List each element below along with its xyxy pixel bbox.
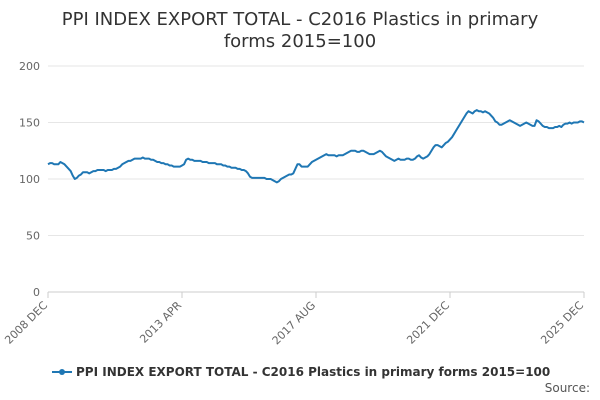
source-label: Source:: [545, 381, 590, 395]
y-gridlines: [48, 65, 584, 236]
y-tick-label-50: 50: [26, 230, 40, 243]
series-group[interactable]: [47, 109, 585, 184]
x-tick-label-1: 2013 APR: [137, 299, 184, 346]
x-tick-label-3: 2021 DEC: [404, 299, 452, 347]
legend-swatch-marker: [59, 369, 65, 375]
x-tick-label-2: 2017 AUG: [270, 299, 319, 348]
chart-title-line-2: forms 2015=100: [224, 31, 376, 52]
x-tick-label-0: 2008 DEC: [2, 299, 50, 347]
y-tick-label-200: 200: [19, 60, 40, 73]
y-axis: 0 50 100 150 200: [19, 60, 40, 299]
x-tick-label-4: 2025 DEC: [538, 299, 586, 347]
y-tick-label-100: 100: [19, 173, 40, 186]
chart-title-line-1: PPI INDEX EXPORT TOTAL - C2016 Plastics …: [62, 9, 539, 30]
chart-title: PPI INDEX EXPORT TOTAL - C2016 Plastics …: [62, 9, 539, 52]
x-axis: 2008 DEC 2013 APR 2017 AUG 2021 DEC 2025 DEC: [2, 291, 586, 348]
y-tick-label-150: 150: [19, 117, 40, 130]
y-tick-label-0: 0: [33, 286, 40, 299]
legend[interactable]: PPI INDEX EXPORT TOTAL - C2016 Plastics …: [52, 365, 550, 379]
legend-label: PPI INDEX EXPORT TOTAL - C2016 Plastics …: [76, 365, 550, 379]
series-line-0[interactable]: [47, 109, 585, 184]
